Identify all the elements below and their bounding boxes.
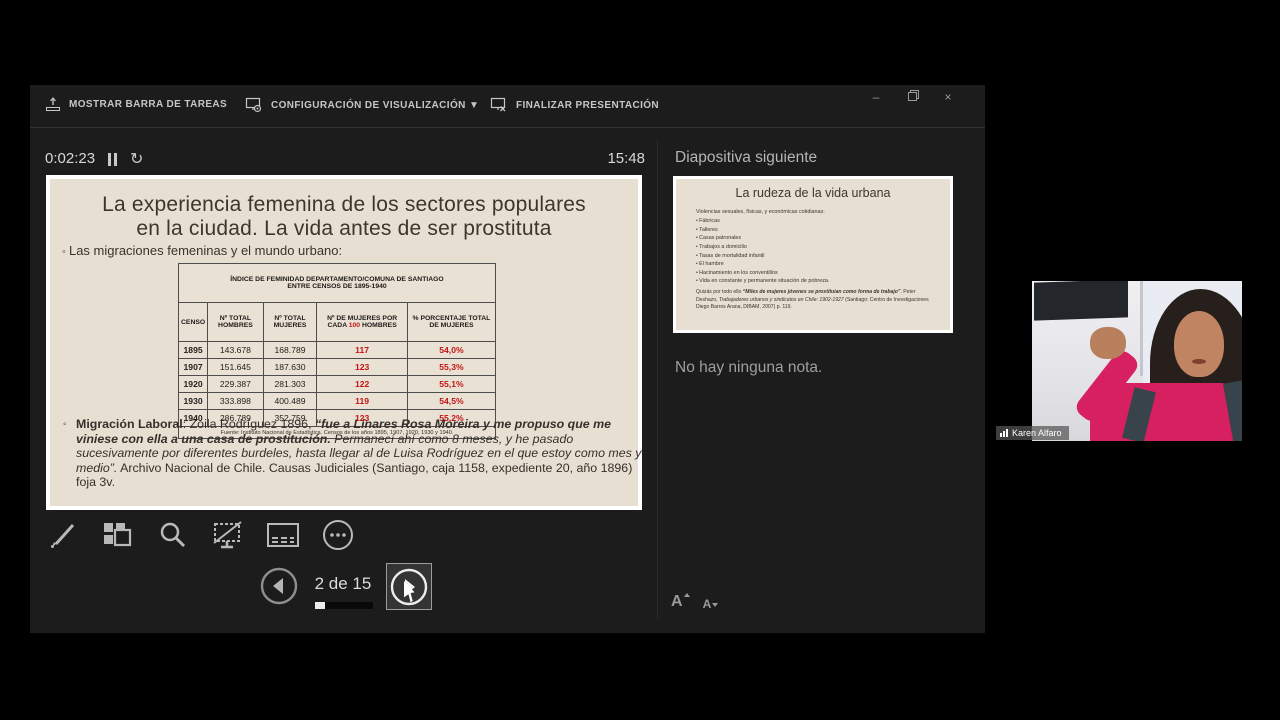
preview-bullet-list: FábricasTalleresCasas patronalesTrabajos… <box>696 217 940 286</box>
end-presentation-label: FINALIZAR PRESENTACIÓN <box>516 99 660 111</box>
window-controls: – × <box>870 86 985 108</box>
presenter-face <box>1174 311 1224 377</box>
census-table: ÍNDICE DE FEMINIDAD DEPARTAMENTO/COMUNA … <box>177 263 497 439</box>
slide-title: La experiencia femenina de los sectores … <box>102 193 586 240</box>
display-settings-icon <box>245 97 262 113</box>
captions-button[interactable] <box>266 517 300 553</box>
taskbar-icon <box>46 97 60 111</box>
preview-intro: Violencias sexuales, físicas, y económic… <box>696 209 825 215</box>
next-slide-preview[interactable]: La rudeza de la vida urbana Violencias s… <box>673 176 953 333</box>
monitor-slash-icon <box>213 521 242 549</box>
ellipsis-icon <box>323 520 353 550</box>
column-header: % PORCENTAJE TOTAL DE MUJERES <box>406 302 497 342</box>
mouse-cursor <box>404 581 415 603</box>
presenter-view-window: MOSTRAR BARRA DE TAREAS CONFIGURACIÓN DE… <box>30 85 985 633</box>
preview-bullet: Fábricas <box>696 217 940 226</box>
pen-tool-button[interactable] <box>46 517 80 553</box>
preview-bullet: Tasas de mortalidad infantil <box>696 252 940 261</box>
column-header: Nº TOTAL MUJERES <box>262 302 318 342</box>
next-slide-label: Diapositiva siguiente <box>675 149 818 166</box>
presenter-tools <box>46 517 355 553</box>
clock: 15:48 <box>607 150 645 167</box>
end-presentation-icon <box>490 97 506 112</box>
column-header: CENSO <box>177 302 209 342</box>
magnifier-icon <box>160 522 186 548</box>
preview-body: Violencias sexuales, físicas, y económic… <box>696 209 940 312</box>
column-header: Nº TOTAL HOMBRES <box>207 302 264 342</box>
restore-button[interactable] <box>906 90 919 103</box>
show-taskbar-button[interactable]: MOSTRAR BARRA DE TAREAS <box>45 97 227 112</box>
pen-icon <box>51 523 75 548</box>
restart-timer-button[interactable]: ↻ <box>130 151 144 168</box>
presenter-mouth <box>1192 359 1206 364</box>
preview-bullet: Hacinamiento en los conventillos <box>696 269 940 278</box>
panel-divider <box>657 140 658 619</box>
increase-font-icon <box>683 593 690 597</box>
webcam-overlay-window[interactable]: Karen Alfaro <box>996 281 1270 441</box>
toolbar-divider <box>30 127 985 128</box>
table-title: ÍNDICE DE FEMINIDAD DEPARTAMENTO/COMUNA … <box>178 263 496 303</box>
column-header: Nº DE MUJERES POR CADA 100 HOMBRES <box>316 302 408 342</box>
presenter-video <box>1032 281 1242 441</box>
background-tv <box>1034 281 1128 321</box>
preview-bullet: Vida en constante y permanente situación… <box>696 277 940 286</box>
show-taskbar-label: MOSTRAR BARRA DE TAREAS <box>69 99 228 110</box>
presenter-raised-fist <box>1090 327 1126 359</box>
preview-bullet: El hambre <box>696 260 940 269</box>
end-presentation-button[interactable]: FINALIZAR PRESENTACIÓN <box>490 97 659 113</box>
see-all-slides-button[interactable] <box>101 517 135 553</box>
increase-font-button[interactable]: A <box>671 593 690 611</box>
slide-bullet: Las migraciones femeninas y el mundo urb… <box>62 243 342 258</box>
previous-arrow-icon <box>260 567 298 605</box>
minimize-button[interactable]: – <box>872 90 880 104</box>
notes-font-size-controls: A A <box>671 593 719 611</box>
pause-icon <box>108 153 111 166</box>
slide-position: 2 de 15 <box>314 574 372 593</box>
preview-bullet: Talleres <box>696 226 940 235</box>
decrease-font-icon <box>712 602 719 607</box>
preview-bullet: Casas patronales <box>696 234 940 243</box>
black-screen-button[interactable] <box>211 517 245 553</box>
display-settings-label: CONFIGURACIÓN DE VISUALIZACIÓN ▼ <box>271 99 480 111</box>
notes-empty-text: No hay ninguna nota. <box>675 359 823 376</box>
pause-timer-button[interactable] <box>108 153 117 166</box>
zoom-slide-button[interactable] <box>156 517 190 553</box>
table-row: 1930 333.898 400.489 119 54,5% <box>177 392 497 410</box>
current-slide[interactable]: La experiencia femenina de los sectores … <box>46 175 642 510</box>
background-wall-edge <box>1140 281 1143 376</box>
participant-name: Karen Alfaro <box>1012 428 1062 438</box>
slide-progress-bar <box>315 602 373 609</box>
preview-bullet: Trabajos a domicilio <box>696 243 940 252</box>
table-row: 1895 143.678 168.789 117 54,0% <box>177 341 497 359</box>
preview-citation: Quizás por todo ello “Miles de mujeres j… <box>696 289 929 311</box>
decrease-font-button[interactable]: A <box>703 597 719 611</box>
slides-grid-icon <box>104 523 132 547</box>
signal-bars-icon <box>1000 429 1008 437</box>
preview-title: La rudeza de la vida urbana <box>735 186 891 200</box>
timer-elapsed: 0:02:23 <box>45 150 96 167</box>
participant-name-tag: Karen Alfaro <box>996 426 1069 440</box>
previous-slide-button[interactable] <box>259 566 299 611</box>
captions-icon <box>267 523 299 547</box>
display-settings-button[interactable]: CONFIGURACIÓN DE VISUALIZACIÓN ▼ <box>245 97 479 113</box>
slide-quote-paragraph: Migración Laboral: Zoila Rodríguez 1896,… <box>63 417 642 490</box>
table-row: 1920 229.387 281.303 122 55,1% <box>177 375 497 393</box>
table-row: 1907 151.645 187.630 123 55,3% <box>177 358 497 376</box>
restore-icon <box>907 90 919 101</box>
close-button[interactable]: × <box>944 90 952 104</box>
more-options-button[interactable] <box>321 517 355 553</box>
